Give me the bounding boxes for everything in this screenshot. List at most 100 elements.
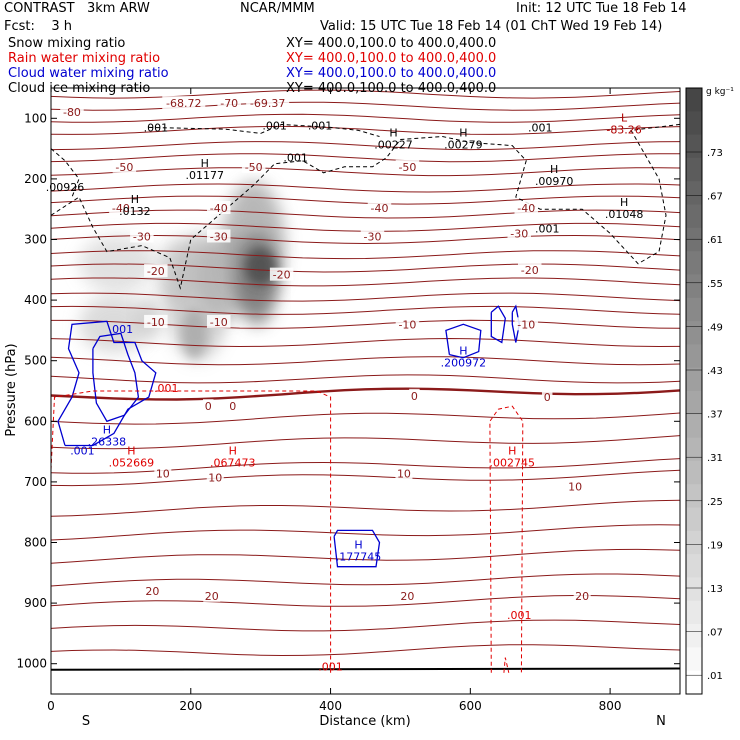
isotherm-label: -80 (63, 106, 81, 119)
extremum-value: .002745 (490, 457, 536, 470)
contour-value-label: .001 (535, 223, 560, 236)
isotherm-label-bg (109, 200, 133, 214)
field-xy-snow: XY= 400.0,100.0 to 400.0,400.0 (286, 36, 497, 51)
field-name-rain: Rain water mixing ratio (8, 51, 161, 66)
colorbar-swatch (686, 134, 702, 159)
isotherm-label: -30 (364, 230, 382, 243)
shade-blob (78, 295, 149, 354)
isotherm-label-bg (144, 314, 168, 328)
isotherm-label-bg (395, 466, 413, 480)
isotherm-label-bg (573, 588, 591, 602)
isotherm-label: -30 (210, 230, 228, 243)
isotherm-label-bg (154, 466, 172, 480)
extremum-value: .01048 (605, 208, 644, 221)
isotherm-label: -20 (273, 269, 291, 282)
x-axis-label: Distance (km) (319, 714, 410, 729)
isotherm-label-bg (269, 267, 294, 281)
isotherm-label: -70 (220, 97, 238, 110)
isotherm-label: -40 (112, 202, 130, 215)
contour-value-label: .001 (308, 120, 333, 133)
isotherm-line (51, 469, 680, 487)
isotherm-line (51, 305, 680, 315)
isotherm-label-bg (206, 229, 231, 243)
ice-snow-contour (148, 123, 380, 137)
colorbar-swatch (686, 577, 702, 602)
contour-value-label: .001 (283, 152, 308, 165)
isotherm-label-bg (507, 226, 532, 240)
colorbar-swatch (686, 274, 702, 299)
colorbar-swatch (686, 321, 702, 345)
colorbar-swatch (686, 204, 702, 229)
isotherm-line (51, 356, 680, 366)
extremum-value: .00227 (374, 138, 413, 151)
colorbar-swatch (686, 484, 702, 509)
isotherm-label: 10 (568, 481, 582, 494)
colorbar-tick-label: .25 (707, 497, 723, 508)
colorbar-swatch (686, 460, 702, 485)
isotherm-line (51, 573, 680, 587)
isotherm-label-bg (398, 588, 416, 602)
valid-time: Valid: 15 UTC Tue 18 Feb 14 (01 ChT Wed … (320, 19, 663, 34)
isotherm-line (51, 374, 680, 384)
colorbar-tick-label: .73 (707, 148, 723, 159)
isotherm-line (51, 195, 680, 205)
isotherm-label-bg (517, 262, 542, 276)
rain-contour (503, 657, 510, 673)
extremum-value: .052669 (109, 457, 155, 470)
isotherm-label: -69.37 (250, 97, 285, 110)
isotherm-label: -40 (210, 202, 228, 215)
isotherm-label: -68.72 (166, 97, 201, 110)
isotherm-label: -20 (147, 265, 165, 278)
plot-frame (50, 87, 681, 695)
colorbar-tick-label: .19 (707, 540, 723, 551)
extremum-letter: H (201, 157, 209, 170)
cloud-water-contour (490, 305, 506, 344)
colorbar-swatch (686, 344, 702, 369)
isotherm-line (51, 435, 680, 450)
extremum-letter: H (131, 193, 139, 206)
y-tick-label: 300 (24, 233, 47, 247)
isotherm-label-bg (206, 314, 231, 328)
isotherm-label: 10 (156, 467, 170, 480)
cloud-water-contour (445, 323, 482, 359)
colorbar-swatch (686, 297, 702, 322)
isotherm-label: -20 (521, 264, 539, 277)
isotherm-label: 20 (400, 590, 414, 603)
extremum-value: .200972 (441, 357, 487, 370)
contour-value-label: .001 (507, 609, 532, 622)
ice-snow-contour (51, 148, 80, 198)
isotherm-label-bg (241, 159, 266, 173)
colorbar-swatch (686, 670, 702, 695)
x-tick-label: 600 (459, 699, 482, 713)
isotherm-label-bg (541, 390, 553, 404)
isotherm-line (51, 499, 680, 517)
colorbar-swatch (686, 624, 702, 648)
isotherm-label-bg (206, 470, 224, 484)
isotherm-line (51, 141, 680, 151)
colorbar-tick-label: .67 (707, 192, 723, 203)
extremum-letter: H (354, 539, 362, 552)
isotherm-label: 20 (145, 585, 159, 598)
colorbar-tick-label: .55 (707, 279, 723, 290)
contour-value-label: .001 (154, 382, 179, 395)
y-tick-label: 1000 (16, 657, 47, 671)
isotherm-label-bg (246, 96, 290, 110)
colorbar-swatch (686, 367, 702, 392)
isotherm-label-bg (130, 229, 154, 243)
rain-contour (489, 405, 524, 673)
isotherm-label-bg (227, 399, 238, 413)
contour-labels: -80 -68.72 -70 -69.37 -50 -50 -50 -40 -40 -40 -40 -… (46, 96, 644, 674)
temperature-contours (51, 89, 680, 671)
isotherm-label: -30 (510, 227, 528, 240)
isotherm-line (51, 167, 680, 177)
field-xy-cloud-water: XY= 400.0,100.0 to 400.0,400.0 (286, 66, 497, 81)
colorbar-tick-label: .49 (707, 322, 723, 333)
colorbar-unit: g kg⁻¹ (706, 87, 734, 97)
extremum-value: -83.26 (606, 123, 641, 136)
x-tick-label: 800 (599, 699, 622, 713)
isotherm-label: 0 (544, 391, 551, 404)
isotherm-label: 20 (575, 590, 589, 603)
extremum-value: .067473 (210, 457, 256, 470)
shade-blob (181, 308, 207, 359)
